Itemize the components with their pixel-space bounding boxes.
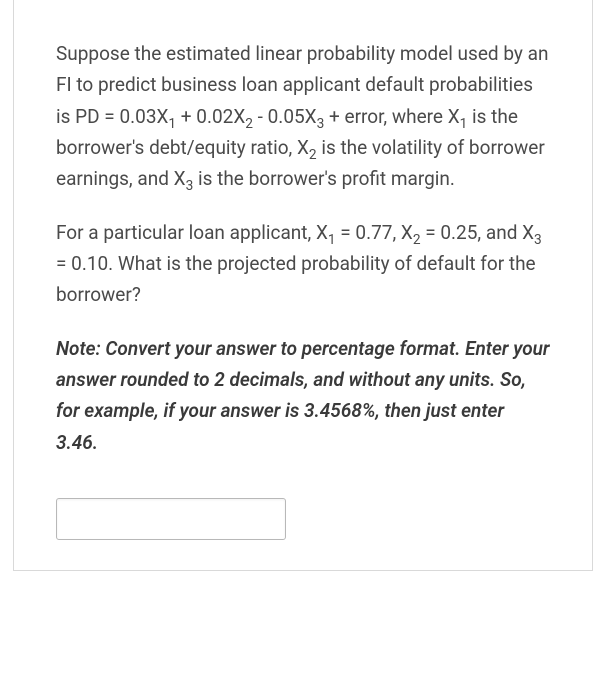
subscript: 2 xyxy=(413,232,421,248)
text-run: = 0.77, X xyxy=(336,221,413,244)
subscript: 2 xyxy=(245,115,253,131)
question-note: Note: Convert your answer to percentage … xyxy=(56,333,550,458)
question-paragraph-2: For a particular loan applicant, X1 = 0.… xyxy=(56,217,550,311)
note-text: Note: Convert your answer to percentage … xyxy=(56,337,550,454)
question-paragraph-1: Suppose the estimated linear probability… xyxy=(56,38,550,195)
subscript: 1 xyxy=(328,232,336,248)
text-run: = 0.25, and X xyxy=(421,221,535,244)
answer-input[interactable] xyxy=(56,498,286,540)
text-run: is the borrower's profit margin. xyxy=(193,167,455,190)
text-run: + 0.02X xyxy=(176,105,245,128)
subscript: 2 xyxy=(309,147,317,163)
text-run: = 0.10. What is the projected probabilit… xyxy=(56,252,536,306)
text-run: - 0.05X xyxy=(253,105,317,128)
text-run: For a particular loan applicant, X xyxy=(56,221,328,244)
subscript: 1 xyxy=(168,115,176,131)
text-run: + error, where X xyxy=(324,105,459,128)
subscript: 3 xyxy=(534,232,542,248)
question-card: Suppose the estimated linear probability… xyxy=(13,0,593,571)
